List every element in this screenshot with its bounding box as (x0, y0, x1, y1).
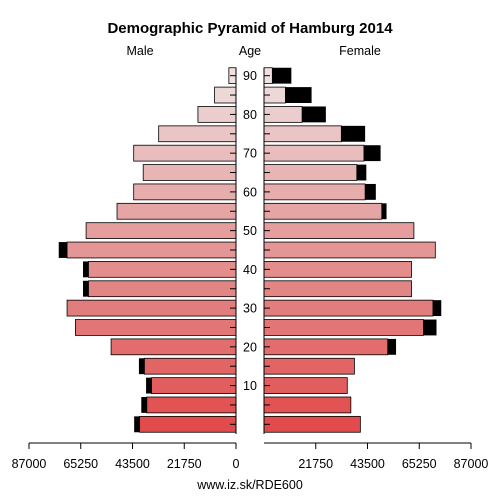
female-bar-30-34 (263, 299, 434, 317)
y-tick-label: 80 (243, 108, 257, 122)
female-bar-0-4 (263, 415, 361, 433)
female-extension-90+ (272, 67, 292, 84)
y-tick-label: 30 (243, 302, 257, 316)
x-tick-label: 87000 (454, 457, 489, 471)
footer-url: www.iz.sk/RDE600 (196, 478, 303, 492)
female-extension-85-89 (285, 87, 312, 103)
axes (28, 68, 472, 449)
male-extension-40-44 (83, 261, 89, 278)
male-bar-50-54 (85, 222, 237, 239)
chart-title: Demographic Pyramid of Hamburg 2014 (107, 20, 393, 37)
female-extension-75-79 (341, 125, 366, 142)
x-tick-label: 65250 (402, 457, 437, 471)
male-header: Male (126, 44, 153, 58)
male-bar-25-29 (74, 319, 237, 336)
x-tick-label: 21750 (167, 457, 202, 471)
male-extension-5-9 (141, 397, 147, 413)
male-extension-45-49 (58, 242, 68, 258)
male-bar-0-4 (139, 415, 237, 433)
male-extension-35-39 (83, 280, 89, 297)
y-tick-label: 20 (243, 340, 257, 354)
female-bars (263, 67, 442, 433)
x-tick-labels: 87000 65250 43500 21750 0 21750 43500 65250 8700… (12, 457, 489, 471)
y-tick-labels: 10 20 30 40 50 60 70 80 90 (243, 69, 257, 393)
x-tick-label: 87000 (12, 457, 47, 471)
female-extension-65-69 (356, 164, 367, 181)
female-extension-30-34 (432, 300, 442, 317)
female-bar-60-64 (263, 183, 366, 201)
female-bar-5-9 (263, 396, 352, 414)
y-tick-label: 40 (243, 263, 257, 277)
male-extension-15-19 (138, 358, 145, 375)
x-tick-label: 43500 (115, 457, 150, 471)
male-extension-10-14 (146, 377, 152, 394)
female-bar-75-79 (263, 125, 342, 143)
male-bar-20-24 (110, 338, 237, 356)
male-bar-75-79 (158, 125, 237, 143)
x-tick-label: 21750 (298, 457, 333, 471)
male-bar-35-39 (88, 280, 237, 298)
female-bar-15-19 (263, 357, 355, 375)
y-tick-label: 90 (243, 69, 257, 83)
male-bars (58, 67, 237, 433)
female-bar-65-69 (263, 164, 358, 181)
female-extension-25-29 (423, 319, 437, 336)
x-tick-label: 43500 (350, 457, 385, 471)
x-tick-label: 0 (233, 457, 240, 471)
male-extension-0-4 (134, 416, 140, 433)
female-extension-80-84 (302, 106, 326, 123)
male-bar-60-64 (133, 183, 237, 201)
female-bar-40-44 (263, 261, 412, 278)
female-header: Female (339, 44, 381, 58)
x-tick-label: 65250 (63, 457, 98, 471)
male-bar-40-44 (88, 261, 237, 278)
female-extension-70-74 (363, 145, 381, 162)
male-bar-55-59 (116, 202, 237, 220)
female-extension-60-64 (365, 183, 376, 200)
female-bar-50-54 (263, 222, 415, 239)
female-bar-25-29 (263, 319, 424, 336)
female-bar-70-74 (263, 144, 365, 162)
male-bar-15-19 (143, 357, 237, 375)
y-tick-label: 50 (243, 224, 257, 238)
y-tick-label: 70 (243, 147, 257, 161)
male-bar-30-34 (66, 299, 237, 317)
age-header: Age (239, 44, 261, 58)
y-tick-label: 60 (243, 185, 257, 199)
female-bar-55-59 (263, 202, 383, 220)
female-bar-35-39 (263, 280, 412, 298)
female-extension-55-59 (381, 203, 387, 220)
male-bar-45-49 (66, 241, 237, 259)
male-bar-65-69 (142, 164, 237, 181)
female-bar-45-49 (263, 241, 436, 259)
female-bar-10-14 (263, 377, 348, 394)
female-extension-20-24 (387, 338, 397, 355)
male-bar-10-14 (151, 377, 237, 394)
male-bar-70-74 (133, 144, 237, 162)
male-bar-5-9 (146, 396, 237, 414)
y-tick-label: 10 (243, 379, 257, 393)
female-bar-20-24 (263, 338, 389, 356)
